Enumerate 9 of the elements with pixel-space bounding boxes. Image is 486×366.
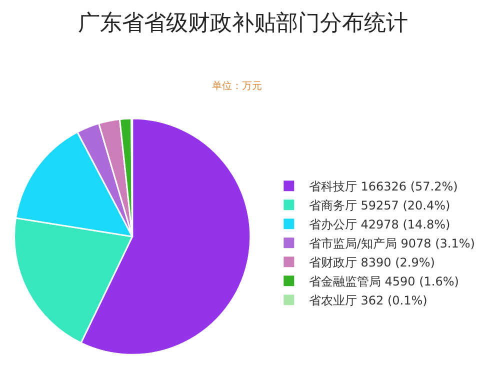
chart-title: 广东省省级财政补贴部门分布统计 [78, 11, 408, 36]
chart-subtitle: 单位：万元 [212, 80, 262, 92]
legend-label: 省办公厅 42978 (14.8%) [308, 218, 450, 232]
legend-label: 省财政厅 8390 (2.9%) [308, 256, 435, 270]
legend-label: 省金融监管局 4590 (1.6%) [308, 274, 459, 288]
legend-label: 省市监局/知产局 9078 (3.1%) [308, 236, 475, 250]
legend-label: 省科技厅 166326 (57.2%) [308, 180, 458, 194]
legend-label: 省商务厅 59257 (20.4%) [308, 198, 450, 212]
legend-label: 省农业厅 362 (0.1%) [308, 294, 428, 308]
